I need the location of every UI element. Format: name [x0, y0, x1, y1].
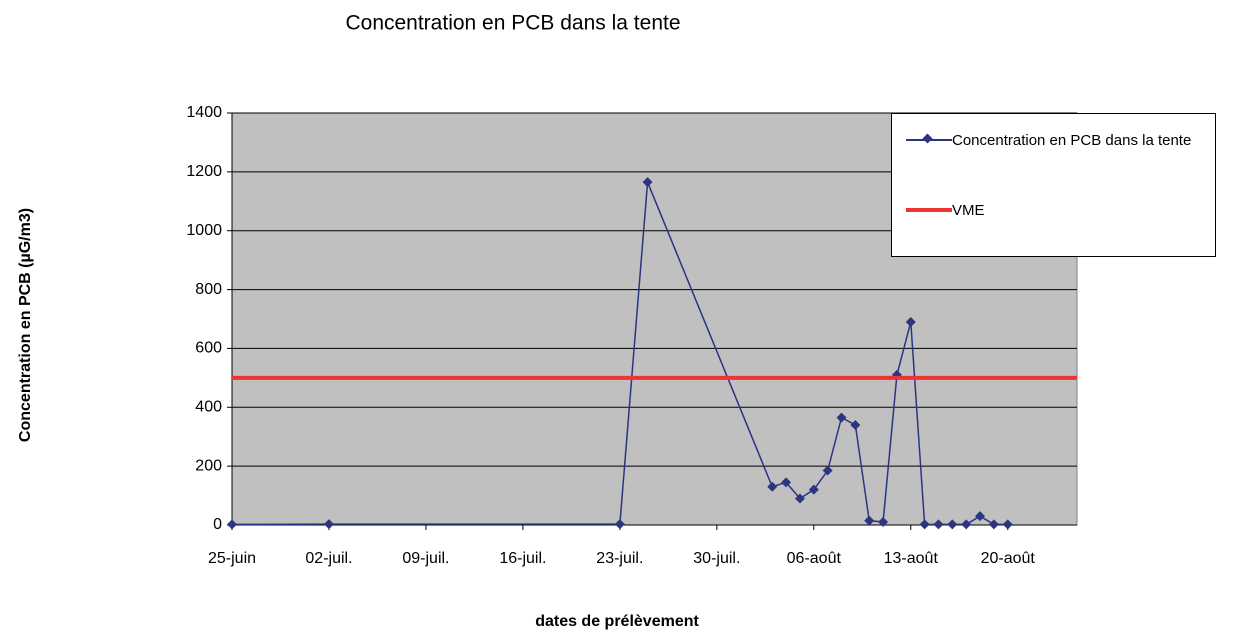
marker [227, 519, 237, 530]
y-tick-label: 400 [195, 399, 222, 416]
x-tick-label: 09-juil. [402, 550, 449, 567]
marker [919, 519, 930, 530]
legend-key [906, 130, 952, 148]
marker [781, 477, 792, 488]
y-tick-label: 200 [195, 457, 222, 474]
x-tick-label: 13-août [884, 550, 939, 567]
legend: Concentration en PCB dans la tente VME [891, 113, 1216, 257]
marker [975, 511, 986, 522]
x-tick-label: 23-juil. [596, 550, 643, 567]
legend-label: VME [952, 202, 985, 219]
y-tick-label: 1200 [186, 163, 222, 180]
marker [794, 493, 805, 504]
marker [642, 177, 653, 188]
marker [822, 465, 833, 476]
marker [905, 316, 916, 327]
marker [808, 484, 819, 495]
marker [988, 519, 999, 530]
x-tick-label: 16-juil. [499, 550, 546, 567]
x-tick-label: 20-août [981, 550, 1036, 567]
series-line [231, 181, 1008, 526]
marker [614, 519, 625, 530]
marker [864, 515, 875, 526]
marker [850, 419, 861, 430]
y-axis-label: Concentration en PCB (µG/m3) [17, 208, 34, 442]
x-tick-label: 02-juil. [305, 550, 352, 567]
legend-key [906, 200, 952, 218]
y-tick-label: 600 [195, 340, 222, 357]
marker [836, 412, 847, 423]
x-tick-label: 06-août [787, 550, 842, 567]
marker [878, 517, 889, 528]
marker [933, 519, 944, 530]
marker [323, 519, 334, 530]
legend-item: Concentration en PCB dans la tente [906, 130, 1212, 151]
y-tick-label: 1000 [186, 222, 222, 239]
y-tick-label: 800 [195, 281, 222, 298]
marker [767, 481, 778, 492]
y-tick-label: 0 [213, 516, 222, 533]
marker [961, 519, 972, 530]
marker [947, 519, 958, 530]
legend-item: VME [906, 200, 1212, 221]
marker [1002, 519, 1013, 530]
chart-title: Concentration en PCB dans la tente [345, 12, 680, 35]
x-tick-label: 25-juin [208, 550, 256, 567]
x-axis-label: dates de prélèvement [535, 613, 699, 630]
y-tick-label: 1400 [186, 104, 222, 121]
legend-label: Concentration en PCB dans la tente [952, 132, 1192, 149]
x-tick-label: 30-juil. [693, 550, 740, 567]
